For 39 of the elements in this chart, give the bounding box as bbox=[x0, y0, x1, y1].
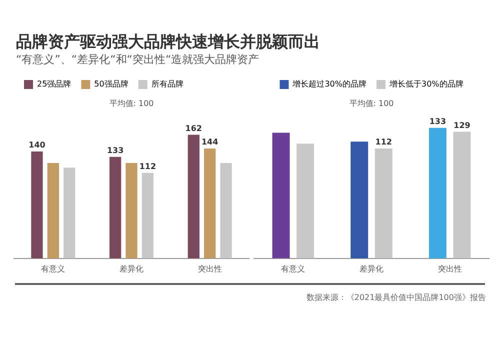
bar bbox=[428, 128, 446, 258]
bar bbox=[374, 148, 392, 258]
legend-label: 50强品牌 bbox=[94, 80, 128, 89]
chart-title: 品牌资产驱动强大品牌快速增长并脱颖而出 bbox=[16, 32, 320, 53]
data-label: 129 bbox=[454, 120, 471, 130]
data-label: 133 bbox=[429, 116, 446, 126]
data-label: 133 bbox=[106, 146, 124, 155]
bar bbox=[64, 168, 76, 258]
bar bbox=[296, 144, 314, 258]
bar bbox=[350, 142, 368, 258]
bar bbox=[453, 132, 471, 258]
text: 平均值: 100 bbox=[349, 99, 394, 108]
bar bbox=[126, 162, 138, 258]
legend-label: 所有品牌 bbox=[151, 80, 184, 89]
bar bbox=[188, 134, 200, 258]
data-label: 112 bbox=[139, 162, 156, 171]
source-note: 数据来源：《2021最具价值中国品牌100强》报告 bbox=[306, 292, 486, 303]
legend-label: 增长超过30%的品牌 bbox=[292, 80, 366, 89]
bar bbox=[142, 172, 154, 258]
chart-subtitle: “有意义”、“差异化“和“突出性“造就强大品牌资产 bbox=[16, 52, 260, 67]
data-label: 144 bbox=[201, 138, 219, 147]
data-label: 162 bbox=[185, 124, 202, 133]
data-label: 112 bbox=[375, 138, 392, 147]
x-tick-label: 有意义 bbox=[41, 264, 66, 274]
legend-label: 25强品牌 bbox=[37, 80, 72, 89]
bar bbox=[272, 132, 290, 258]
text: 平均值: 100 bbox=[109, 99, 154, 108]
x-tick-label: 突出性 bbox=[438, 264, 462, 274]
legend-label: 增长低于30%的品牌 bbox=[388, 80, 464, 89]
bar bbox=[31, 152, 43, 258]
bar bbox=[220, 162, 232, 258]
x-tick-label: 有意义 bbox=[281, 264, 306, 274]
x-tick-label: 差异化 bbox=[360, 264, 384, 274]
data-label: 140 bbox=[28, 140, 46, 150]
bar bbox=[47, 162, 59, 258]
x-tick-label: 差异化 bbox=[120, 264, 144, 274]
bar bbox=[109, 156, 122, 258]
bar bbox=[204, 148, 216, 258]
x-tick-label: 突出性 bbox=[198, 264, 222, 274]
